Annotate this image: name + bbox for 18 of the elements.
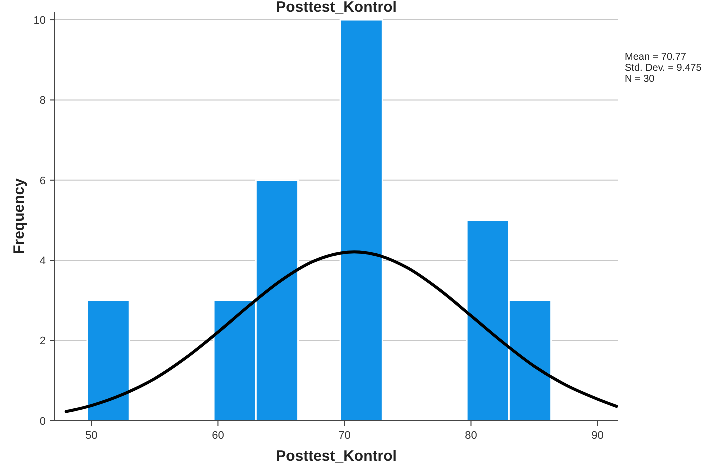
x-tick-label: 50 bbox=[86, 430, 98, 442]
x-tick-label: 80 bbox=[465, 430, 478, 442]
y-tick-label: 4 bbox=[40, 255, 46, 268]
line-series bbox=[64, 250, 618, 414]
x-tick-label: 70 bbox=[338, 430, 351, 442]
x-tick-label: 90 bbox=[592, 430, 604, 442]
x-axis-title: Posttest_Kontrol bbox=[276, 448, 397, 465]
y-tick-label: 2 bbox=[40, 336, 46, 348]
text: N = 30 bbox=[625, 74, 656, 85]
y-tick-label: 10 bbox=[34, 14, 46, 27]
x-tick-label: 60 bbox=[212, 430, 224, 442]
y-tick-label: 6 bbox=[40, 175, 46, 188]
text: Std. Dev. = 9.475 bbox=[625, 63, 702, 74]
y-axis-title: Frequency bbox=[11, 178, 28, 254]
text: Mean = 70.77 bbox=[625, 52, 687, 63]
y-tick-label: 8 bbox=[40, 95, 46, 108]
chart-title: Posttest_Kontrol bbox=[276, 0, 397, 16]
y-tick-label: 0 bbox=[40, 416, 46, 428]
